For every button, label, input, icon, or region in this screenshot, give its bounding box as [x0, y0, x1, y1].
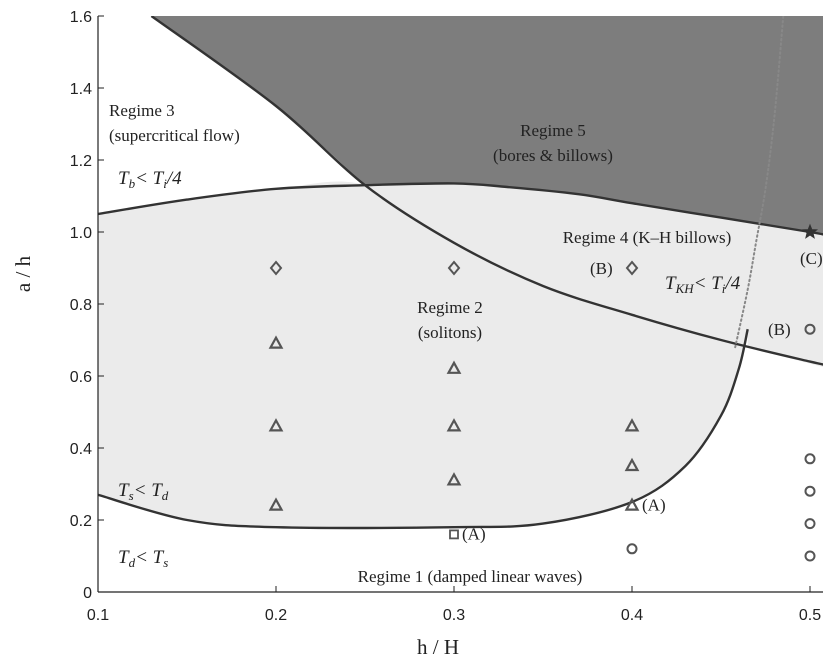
triangle-marker — [446, 472, 462, 486]
x-tick-label: 0.5 — [799, 607, 821, 624]
circle-marker — [626, 543, 638, 555]
triangle-marker — [268, 335, 284, 349]
x-axis-title: h / H — [417, 635, 459, 659]
point-label: (A) — [462, 524, 486, 543]
square-marker — [449, 529, 459, 540]
regime-label: Regime 2 — [417, 298, 483, 317]
point-label: (C) — [800, 249, 823, 268]
data-markers — [268, 223, 819, 562]
y-tick-label: 0.8 — [70, 297, 92, 314]
triangle-marker — [446, 418, 462, 432]
y-tick-label: 1.4 — [70, 81, 92, 98]
x-tick-label: 0.2 — [265, 607, 287, 624]
regime-2-light-area — [98, 181, 823, 528]
triangle-marker — [624, 497, 640, 511]
inequality-label: Tb< Ti/4 — [118, 168, 182, 191]
regime3-lower-line — [98, 182, 823, 236]
y-tick-label: 1.0 — [70, 225, 92, 242]
x-tick-label: 0.3 — [443, 607, 465, 624]
annotations: (A) (A) (B) (B) (C) Regime 1 (damped linear w… — [109, 101, 823, 586]
circle-marker — [804, 518, 816, 530]
regime-label: (supercritical flow) — [109, 126, 240, 145]
triangle-marker — [268, 418, 284, 432]
diamond-marker — [447, 260, 461, 276]
triangle-marker — [268, 497, 284, 511]
point-label: (A) — [642, 496, 666, 515]
inequality-label: TKH< Ti/4 — [665, 273, 741, 296]
triangle-marker — [446, 360, 462, 374]
circle-marker — [804, 323, 816, 335]
regime-label: Regime 1 (damped linear waves) — [358, 567, 583, 586]
regime-label: Regime 5 — [520, 121, 586, 140]
star-marker — [801, 223, 819, 239]
regime-boundaries — [98, 16, 823, 530]
regime5-lower-line — [150, 16, 823, 366]
y-tick-label: 0.4 — [70, 441, 92, 458]
regime-label: (solitons) — [418, 323, 482, 342]
regime-label: Regime 3 — [109, 101, 175, 120]
axes: 0.1 0.2 0.3 0.4 0.5 0 0.2 0.4 0.6 0.8 1.0 1.2 1.4 1.6… — [11, 9, 823, 659]
regime-regions — [98, 16, 823, 592]
regime-4-light-area — [365, 183, 823, 365]
inequality-label: Ts< Td — [118, 480, 169, 503]
x-tick-label: 0.4 — [621, 607, 643, 624]
point-label: (B) — [590, 259, 613, 278]
regime4-right-line — [734, 16, 785, 349]
triangle-marker — [624, 457, 640, 472]
regime2-lower-line — [98, 328, 749, 530]
regime-5-area — [151, 16, 823, 235]
circle-marker — [804, 453, 816, 465]
y-tick-label: 0.2 — [70, 513, 92, 530]
diamond-marker — [625, 260, 639, 276]
regime-1-area — [98, 329, 823, 592]
y-tick-label: 0 — [83, 585, 92, 602]
circle-marker — [804, 485, 816, 497]
y-axis-title: a / h — [11, 255, 35, 292]
diamond-marker — [269, 260, 283, 276]
y-tick-label: 1.6 — [70, 9, 92, 26]
inequality-label: Td< Ts — [118, 547, 168, 570]
point-label: (B) — [768, 320, 791, 339]
regime-label: (bores & billows) — [493, 146, 613, 165]
y-tick-label: 0.6 — [70, 369, 92, 386]
triangle-marker — [624, 418, 640, 432]
circle-marker — [804, 550, 816, 562]
regime-label: Regime 4 (K–H billows) — [563, 228, 732, 247]
y-tick-label: 1.2 — [70, 153, 92, 170]
x-tick-label: 0.1 — [87, 607, 109, 624]
